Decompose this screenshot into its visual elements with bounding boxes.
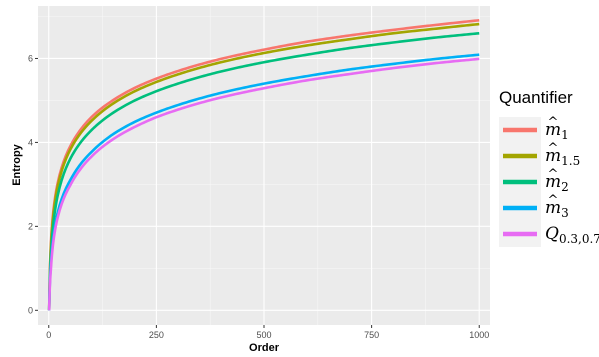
x-axis-title: Order <box>249 342 280 354</box>
legend-hat-accent: ^ <box>548 193 559 208</box>
x-axis-ticks: 0 250 500 750 1000 <box>46 325 489 340</box>
series-line-4 <box>47 57 480 311</box>
legend-hat-accent: ^ <box>548 167 559 182</box>
x-tick-label: 500 <box>256 330 271 340</box>
legend-label: m1.5 <box>545 146 580 168</box>
legend-hat-accent: ^ <box>548 115 559 130</box>
series-lines <box>47 18 480 311</box>
x-tick-label: 250 <box>149 330 164 340</box>
legend-label: m1 <box>545 120 569 142</box>
y-tick-label: 2 <box>28 221 33 231</box>
x-tick-label: 0 <box>46 330 51 340</box>
major-gridlines <box>38 6 490 325</box>
series-line-3 <box>47 53 480 311</box>
legend-hat-accent: ^ <box>548 141 559 156</box>
y-tick-label: 4 <box>28 137 33 147</box>
y-axis-title: Entropy <box>11 143 23 185</box>
legend-title: Quantifier <box>499 88 573 107</box>
series-line-1 <box>47 22 480 311</box>
x-tick-label: 750 <box>364 330 379 340</box>
y-tick-label: 6 <box>28 53 33 63</box>
y-tick-label: 0 <box>28 305 33 315</box>
x-tick-label: 1000 <box>469 330 489 340</box>
series-line-2 <box>47 31 480 311</box>
legend-label: m2 <box>545 172 569 194</box>
legend-label: m3 <box>545 198 569 220</box>
y-axis-ticks: 0 2 4 6 <box>28 53 38 315</box>
legend-label: Q0.3,0.7 <box>545 224 599 246</box>
